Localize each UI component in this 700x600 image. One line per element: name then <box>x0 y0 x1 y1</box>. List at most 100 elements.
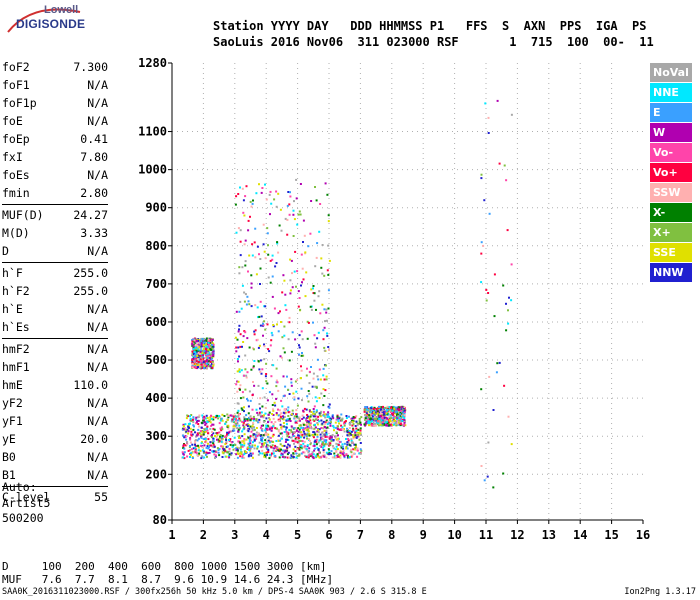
data-point <box>206 455 208 458</box>
data-point <box>374 412 376 415</box>
data-point <box>201 355 204 358</box>
data-point <box>264 257 267 260</box>
data-point <box>259 283 261 285</box>
data-point <box>328 259 331 262</box>
data-point <box>260 446 263 449</box>
data-point <box>273 401 276 404</box>
data-point <box>194 351 197 354</box>
data-point <box>285 438 288 441</box>
data-point <box>315 409 318 412</box>
data-point <box>267 244 269 247</box>
data-point <box>192 417 195 420</box>
data-point <box>348 415 350 418</box>
data-point <box>322 443 325 446</box>
data-point <box>480 241 483 244</box>
data-point <box>255 408 258 411</box>
data-point <box>281 444 284 447</box>
data-point <box>298 297 301 299</box>
data-point <box>396 408 399 411</box>
data-point <box>200 366 203 369</box>
data-point <box>402 424 405 427</box>
data-point <box>295 415 298 418</box>
data-point <box>243 291 246 294</box>
data-point <box>338 428 341 431</box>
param-row: h`Es N/A <box>2 318 108 336</box>
data-point <box>229 414 232 417</box>
data-point <box>328 441 331 444</box>
data-point <box>313 334 316 337</box>
data-point <box>318 414 321 417</box>
data-point <box>308 447 311 450</box>
data-point <box>333 452 336 455</box>
data-point <box>326 426 329 429</box>
data-point <box>298 419 301 422</box>
param-value: N/A <box>87 114 108 128</box>
data-point <box>241 441 243 444</box>
data-point <box>283 451 286 454</box>
data-point <box>317 331 320 334</box>
data-point <box>182 434 185 437</box>
data-point <box>212 418 215 421</box>
data-point <box>291 286 294 289</box>
data-point <box>302 354 305 357</box>
data-point <box>486 475 489 478</box>
data-point <box>304 295 307 298</box>
data-point <box>334 421 337 424</box>
data-point <box>376 410 379 413</box>
data-point <box>277 389 280 392</box>
data-point <box>239 300 242 303</box>
data-point <box>328 453 331 456</box>
data-point <box>506 229 509 232</box>
data-point <box>320 410 323 413</box>
data-point <box>238 424 241 427</box>
param-name: h`F <box>2 266 23 280</box>
data-point <box>334 448 337 451</box>
data-point <box>287 415 290 417</box>
data-point <box>212 343 215 346</box>
data-point <box>323 445 326 448</box>
data-point <box>386 422 389 425</box>
data-point <box>290 425 293 428</box>
data-point <box>372 411 375 414</box>
data-point <box>281 455 284 458</box>
data-point <box>250 282 253 285</box>
data-point <box>206 417 209 419</box>
data-point <box>346 454 349 457</box>
data-point <box>340 413 343 416</box>
data-point <box>335 445 338 448</box>
data-point <box>354 434 357 437</box>
data-point <box>289 191 291 194</box>
data-point <box>191 418 194 421</box>
data-point <box>236 370 239 373</box>
autoscaling-info: Auto: Artist5 500200 <box>2 480 50 527</box>
data-point <box>257 316 260 319</box>
data-point <box>311 385 314 388</box>
data-point <box>196 358 199 361</box>
param-name: yF2 <box>2 396 23 410</box>
data-point <box>483 199 486 202</box>
data-point <box>200 363 203 366</box>
data-point <box>364 419 367 421</box>
param-row: yF2 N/A <box>2 394 108 412</box>
data-point <box>307 400 310 403</box>
data-point <box>280 417 283 420</box>
data-point <box>183 447 186 450</box>
data-point <box>267 433 270 436</box>
data-point <box>325 433 328 436</box>
data-point <box>235 449 238 452</box>
data-point <box>371 424 373 427</box>
data-point <box>397 409 400 412</box>
data-point <box>318 456 321 459</box>
data-point <box>327 289 330 292</box>
data-point <box>273 198 276 201</box>
data-point <box>288 393 291 395</box>
data-point <box>256 306 259 309</box>
data-point <box>205 351 208 353</box>
data-point <box>294 250 297 253</box>
data-point <box>353 435 356 438</box>
data-point <box>275 385 278 388</box>
data-point <box>194 418 197 421</box>
data-point <box>262 324 265 327</box>
data-point <box>256 435 259 438</box>
data-point <box>212 354 215 357</box>
